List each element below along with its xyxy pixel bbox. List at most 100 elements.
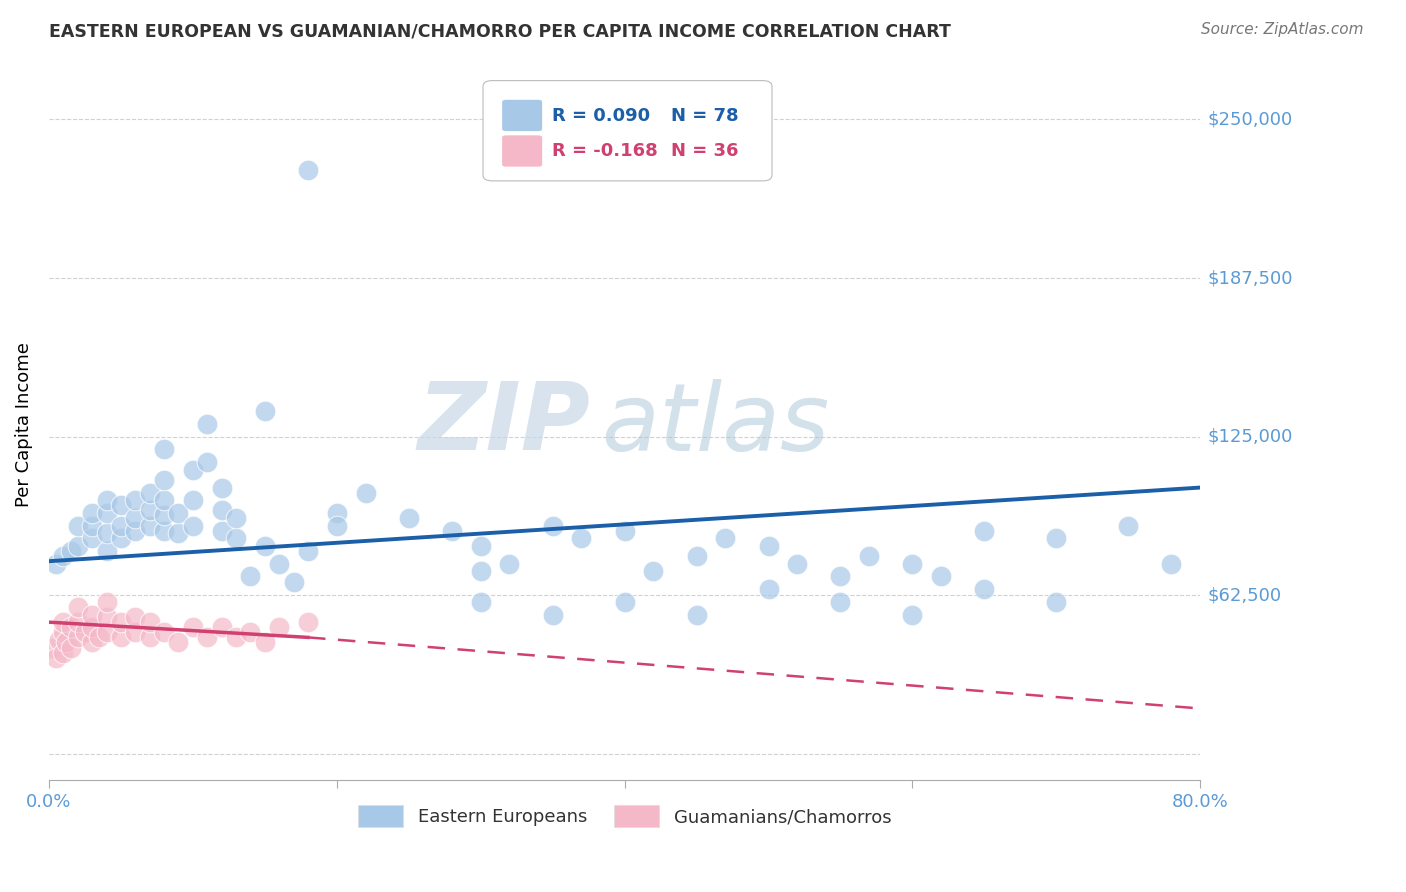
Point	[82, 532, 104, 546]
Point	[326, 506, 349, 520]
Point	[470, 565, 492, 579]
FancyBboxPatch shape	[484, 80, 772, 181]
Point	[96, 625, 118, 640]
Point	[253, 404, 276, 418]
Point	[758, 539, 780, 553]
Point	[239, 625, 262, 640]
Point	[901, 607, 924, 622]
Point	[239, 569, 262, 583]
Point	[48, 632, 70, 647]
Point	[195, 455, 218, 469]
Point	[283, 574, 305, 589]
Point	[541, 518, 564, 533]
Point	[470, 539, 492, 553]
Point	[82, 607, 104, 622]
Text: $62,500: $62,500	[1208, 587, 1282, 605]
Point	[571, 532, 593, 546]
Legend: Eastern Europeans, Guamanians/Chamorros: Eastern Europeans, Guamanians/Chamorros	[350, 798, 898, 835]
Point	[269, 557, 291, 571]
Point	[52, 549, 75, 563]
Point	[110, 518, 132, 533]
Point	[269, 620, 291, 634]
Text: atlas: atlas	[602, 378, 830, 469]
Point	[96, 493, 118, 508]
Point	[398, 511, 420, 525]
Point	[326, 518, 349, 533]
Point	[96, 544, 118, 558]
Point	[195, 417, 218, 431]
Point	[297, 615, 319, 629]
Point	[830, 569, 852, 583]
Point	[498, 557, 520, 571]
Y-axis label: Per Capita Income: Per Capita Income	[15, 342, 32, 507]
Point	[96, 526, 118, 541]
Point	[124, 524, 146, 538]
Point	[82, 635, 104, 649]
Point	[66, 615, 89, 629]
Point	[613, 524, 636, 538]
Point	[225, 631, 247, 645]
Point	[253, 539, 276, 553]
Point	[82, 620, 104, 634]
Point	[124, 493, 146, 508]
Point	[138, 518, 160, 533]
Point	[470, 595, 492, 609]
Text: Source: ZipAtlas.com: Source: ZipAtlas.com	[1201, 22, 1364, 37]
Point	[42, 640, 65, 655]
Point	[211, 481, 233, 495]
Point	[181, 620, 204, 634]
Point	[685, 549, 707, 563]
Point	[153, 508, 176, 523]
Point	[73, 625, 96, 640]
Text: R = 0.090: R = 0.090	[553, 107, 650, 125]
Point	[1160, 557, 1182, 571]
Point	[858, 549, 880, 563]
Point	[153, 493, 176, 508]
Point	[440, 524, 463, 538]
Point	[354, 485, 377, 500]
Point	[167, 635, 190, 649]
Point	[66, 539, 89, 553]
Point	[211, 524, 233, 538]
Point	[153, 625, 176, 640]
Point	[52, 615, 75, 629]
Point	[181, 463, 204, 477]
Point	[225, 532, 247, 546]
FancyBboxPatch shape	[502, 99, 543, 132]
Point	[225, 511, 247, 525]
Point	[973, 524, 995, 538]
Point	[138, 485, 160, 500]
Point	[195, 631, 218, 645]
Point	[52, 625, 75, 640]
Point	[929, 569, 952, 583]
Point	[59, 620, 82, 634]
Point	[643, 565, 665, 579]
Point	[181, 493, 204, 508]
Point	[45, 650, 67, 665]
Point	[82, 518, 104, 533]
Point	[758, 582, 780, 596]
Point	[167, 526, 190, 541]
Point	[253, 635, 276, 649]
Point	[211, 503, 233, 517]
Point	[89, 631, 111, 645]
Point	[138, 503, 160, 517]
Point	[59, 544, 82, 558]
Point	[786, 557, 808, 571]
Point	[153, 524, 176, 538]
Point	[153, 442, 176, 457]
Point	[124, 610, 146, 624]
Point	[110, 499, 132, 513]
Point	[973, 582, 995, 596]
Point	[1045, 532, 1067, 546]
Text: R = -0.168: R = -0.168	[553, 142, 658, 160]
Point	[138, 615, 160, 629]
Point	[181, 518, 204, 533]
Point	[297, 544, 319, 558]
Text: N = 78: N = 78	[671, 107, 738, 125]
Point	[830, 595, 852, 609]
Point	[714, 532, 737, 546]
Point	[66, 631, 89, 645]
Point	[138, 631, 160, 645]
Point	[55, 635, 77, 649]
